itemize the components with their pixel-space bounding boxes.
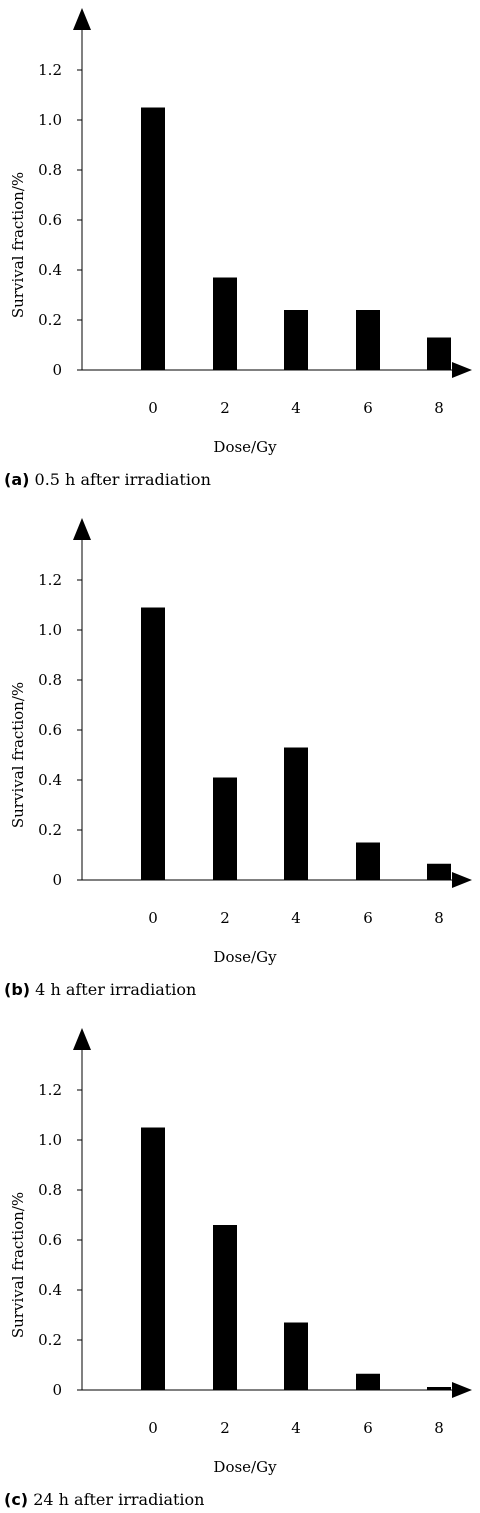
bar bbox=[284, 747, 308, 880]
x-tick-label: 6 bbox=[363, 399, 373, 417]
x-axis-label: Dose/Gy bbox=[213, 1458, 277, 1476]
x-tick-label: 2 bbox=[220, 909, 230, 927]
bar bbox=[213, 777, 237, 880]
y-tick-label: 0.2 bbox=[38, 311, 62, 329]
y-tick-label: 0.8 bbox=[38, 1181, 62, 1199]
x-tick-label: 8 bbox=[434, 1419, 444, 1437]
bar bbox=[284, 1322, 308, 1390]
y-tick-label: 0.6 bbox=[38, 211, 62, 229]
bar bbox=[141, 1127, 165, 1390]
bar bbox=[141, 107, 165, 370]
bar bbox=[284, 310, 308, 370]
bar bbox=[427, 337, 451, 370]
chart-panel-a: 0 0.2 0.4 0.6 0.8 1.0 1.2 0 2 4 6 8 Dose/Gy Survival … bbox=[0, 0, 480, 510]
y-tick-label: 1.0 bbox=[38, 111, 62, 129]
y-tick-label: 0.2 bbox=[38, 821, 62, 839]
x-tick-label: 2 bbox=[220, 1419, 230, 1437]
y-tick-label: 0.4 bbox=[38, 771, 62, 789]
y-axis-arrow bbox=[73, 8, 91, 30]
x-axis-arrow bbox=[452, 872, 472, 888]
caption-a-text: 0.5 h after irradiation bbox=[34, 470, 211, 489]
caption-a: (a) 0.5 h after irradiation bbox=[4, 470, 211, 489]
chart-panel-c: 0 0.2 0.4 0.6 0.8 1.0 1.2 0 2 4 6 8 Dose/Gy Survival … bbox=[0, 1020, 480, 1513]
chart-c-svg: 0 0.2 0.4 0.6 0.8 1.0 1.2 0 2 4 6 8 Dose/Gy Survival … bbox=[9, 1028, 472, 1476]
y-axis-arrow bbox=[73, 1028, 91, 1050]
y-tick-label: 1.0 bbox=[38, 1131, 62, 1149]
y-tick-label: 0.4 bbox=[38, 1281, 62, 1299]
y-tick-label: 0 bbox=[52, 1381, 62, 1399]
x-axis-arrow bbox=[452, 1382, 472, 1398]
x-axis-arrow bbox=[452, 362, 472, 378]
x-tick-label: 8 bbox=[434, 909, 444, 927]
y-tick-label: 0.4 bbox=[38, 261, 62, 279]
bar bbox=[427, 1387, 451, 1390]
caption-c: (c) 24 h after irradiation bbox=[4, 1490, 204, 1509]
x-tick-label: 6 bbox=[363, 909, 373, 927]
x-tick-label: 0 bbox=[148, 1419, 158, 1437]
x-tick-label: 0 bbox=[148, 909, 158, 927]
y-tick-label: 1.2 bbox=[38, 1081, 62, 1099]
caption-a-letter: (a) bbox=[4, 470, 30, 489]
y-tick-label: 0.8 bbox=[38, 161, 62, 179]
y-tick-label: 0 bbox=[52, 871, 62, 889]
bar bbox=[427, 863, 451, 880]
y-tick-label: 0 bbox=[52, 361, 62, 379]
caption-b-letter: (b) bbox=[4, 980, 31, 999]
caption-c-letter: (c) bbox=[4, 1490, 29, 1509]
bar bbox=[356, 1373, 380, 1390]
y-tick-label: 1.2 bbox=[38, 571, 62, 589]
bar bbox=[213, 277, 237, 370]
x-tick-label: 4 bbox=[291, 399, 301, 417]
chart-a-svg: 0 0.2 0.4 0.6 0.8 1.0 1.2 0 2 4 6 8 Dose/Gy Survival … bbox=[9, 8, 472, 456]
x-tick-label: 4 bbox=[291, 909, 301, 927]
y-tick-label: 1.0 bbox=[38, 621, 62, 639]
bar bbox=[356, 842, 380, 880]
x-tick-label: 6 bbox=[363, 1419, 373, 1437]
y-axis-label: Survival fraction/% bbox=[9, 172, 27, 318]
y-tick-label: 1.2 bbox=[38, 61, 62, 79]
y-axis-label: Survival fraction/% bbox=[9, 1192, 27, 1338]
x-tick-label: 8 bbox=[434, 399, 444, 417]
x-axis-label: Dose/Gy bbox=[213, 438, 277, 456]
bar bbox=[141, 607, 165, 880]
y-tick-label: 0.6 bbox=[38, 1231, 62, 1249]
chart-panel-b: 0 0.2 0.4 0.6 0.8 1.0 1.2 0 2 4 6 8 Dose/Gy Survival … bbox=[0, 510, 480, 1020]
x-tick-label: 0 bbox=[148, 399, 158, 417]
x-axis-label: Dose/Gy bbox=[213, 948, 277, 966]
bar bbox=[213, 1225, 237, 1390]
y-axis-arrow bbox=[73, 518, 91, 540]
caption-c-text: 24 h after irradiation bbox=[33, 1490, 205, 1509]
y-tick-label: 0.2 bbox=[38, 1331, 62, 1349]
caption-b-text: 4 h after irradiation bbox=[35, 980, 197, 999]
y-axis-label: Survival fraction/% bbox=[9, 682, 27, 828]
caption-b: (b) 4 h after irradiation bbox=[4, 980, 196, 999]
x-tick-label: 4 bbox=[291, 1419, 301, 1437]
bar bbox=[356, 310, 380, 370]
y-tick-label: 0.8 bbox=[38, 671, 62, 689]
x-tick-label: 2 bbox=[220, 399, 230, 417]
chart-b-svg: 0 0.2 0.4 0.6 0.8 1.0 1.2 0 2 4 6 8 Dose/Gy Survival … bbox=[9, 518, 472, 966]
y-tick-label: 0.6 bbox=[38, 721, 62, 739]
